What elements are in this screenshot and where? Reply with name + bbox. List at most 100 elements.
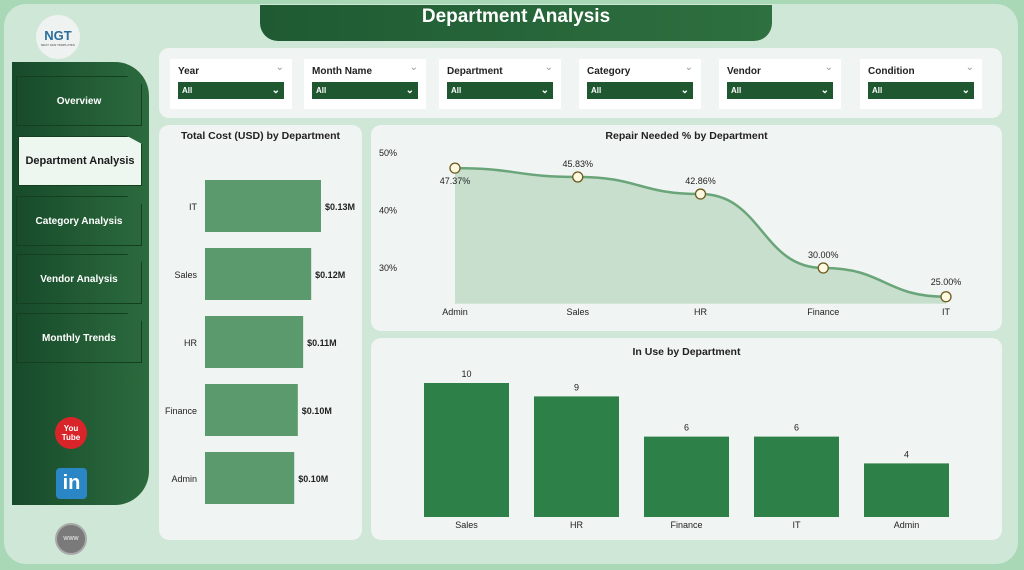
chevron-down-icon[interactable]: ⌄ [824,62,833,73]
x-tick-label: IT [793,520,802,530]
bar [205,384,298,436]
nav-category-analysis[interactable]: Category Analysis [16,196,142,246]
data-point [449,162,461,174]
data-label: $0.12M [315,270,345,280]
filter-dropdown[interactable]: All ⌄ [312,82,418,99]
bar [205,316,304,368]
filter-value: All [872,86,883,95]
chevron-down-icon[interactable]: ⌄ [684,62,693,73]
filter-year[interactable]: Year ⌄ All ⌄ [170,59,292,109]
y-tick-label: 50% [379,148,397,158]
filter-department[interactable]: Department ⌄ All ⌄ [439,59,561,109]
category-label: Sales [174,270,197,280]
nav-monthly-trends[interactable]: Monthly Trends [16,313,142,363]
nav-overview[interactable]: Overview [16,76,142,126]
filter-label: Month Name [312,66,372,77]
filter-value: All [451,86,462,95]
data-label: 4 [904,449,909,459]
x-tick-label: Finance [807,307,839,317]
data-label: 6 [794,423,799,433]
chevron-down-icon: ⌄ [271,85,280,96]
in-use-chart: 10 Sales 9 HR 6 Finance 6 IT 4 Admin [424,369,949,530]
data-label: 47.37% [440,176,471,186]
chart-title: Repair Needed % by Department [605,130,768,142]
data-label: 6 [684,423,689,433]
chevron-down-icon: ⌄ [540,85,549,96]
series-line [454,166,947,298]
filter-value: All [731,86,742,95]
data-label: $0.13M [325,202,355,212]
repair-chart: 50% 40% 30% 47.37% Admin 45.83% Sales 42.86% HR 3… [379,148,962,317]
chevron-down-icon: ⌄ [405,85,414,96]
chevron-down-icon[interactable]: ⌄ [965,62,974,73]
sidebar: Overview Department Analysis Category An… [12,62,149,505]
x-tick-label: Sales [455,520,478,530]
filter-dropdown[interactable]: All ⌄ [868,82,974,99]
x-tick-label: Sales [566,307,589,317]
y-tick-label: 30% [379,263,397,273]
youtube-icon[interactable]: You Tube [55,417,87,449]
data-point [572,171,584,183]
data-label: $0.10M [302,406,332,416]
total-cost-card: Total Cost (USD) by Department IT $0.13M S… [159,125,362,540]
filter-dropdown[interactable]: All ⌄ [178,82,284,99]
chart-title: Total Cost (USD) by Department [180,130,341,142]
x-tick-label: IT [942,307,951,317]
filter-condition[interactable]: Condition ⌄ All ⌄ [860,59,982,109]
bar [205,248,312,300]
filter-dropdown[interactable]: All ⌄ [447,82,553,99]
chevron-down-icon[interactable]: ⌄ [275,62,284,73]
data-label: $0.10M [298,474,328,484]
data-label: 25.00% [931,277,962,287]
data-label: 42.86% [685,176,716,186]
data-point [694,188,707,200]
total-cost-chart: IT $0.13M Sales $0.12M HR $0.11M Finance $0.10M… [165,180,355,504]
category-label: HR [184,338,197,348]
chevron-down-icon: ⌄ [680,85,689,96]
filter-label: Year [178,66,200,77]
filter-label: Vendor [727,66,761,77]
filter-label: Department [447,66,503,77]
y-tick-label: 40% [379,206,397,216]
data-label: 45.83% [562,159,593,169]
chevron-down-icon: ⌄ [961,85,970,96]
category-label: Finance [165,406,197,416]
filter-bar: Year ⌄ All ⌄ Month Name ⌄ All ⌄ Department ⌄ All ⌄ C… [159,48,1002,118]
data-label: 30.00% [808,250,839,260]
filter-month-name[interactable]: Month Name ⌄ All ⌄ [304,59,426,109]
in-use-card: In Use by Department 10 Sales 9 HR 6 Finance 6… [371,338,1002,540]
filter-dropdown[interactable]: All ⌄ [727,82,833,99]
bar [205,180,321,232]
data-point [817,262,829,274]
chevron-down-icon[interactable]: ⌄ [409,62,418,73]
filter-vendor[interactable]: Vendor ⌄ All ⌄ [719,59,841,109]
bar [534,396,619,517]
chevron-down-icon[interactable]: ⌄ [544,62,553,73]
filter-dropdown[interactable]: All ⌄ [587,82,693,99]
data-label: $0.11M [307,338,337,348]
nav-department-analysis[interactable]: Department Analysis [18,136,142,186]
filter-value: All [591,86,602,95]
linkedin-icon[interactable]: in [56,468,87,499]
data-label: 9 [574,382,579,392]
bar [754,436,839,517]
bar [864,463,949,517]
globe-icon[interactable]: www [55,523,87,555]
bar [205,452,295,504]
x-tick-label: HR [694,307,707,317]
repair-card: Repair Needed % by Department 50% 40% 30% 4… [371,125,1002,331]
x-tick-label: Admin [894,520,920,530]
nav-vendor-analysis[interactable]: Vendor Analysis [16,254,142,304]
bar [424,383,509,517]
x-tick-label: Finance [670,520,702,530]
category-label: Admin [171,474,197,484]
x-tick-label: HR [570,520,583,530]
logo: NGT NEXT GEN TEMPLATES [36,15,80,59]
chart-title: In Use by Department [632,346,741,358]
chevron-down-icon: ⌄ [820,85,829,96]
filter-label: Category [587,66,631,77]
data-point [940,291,952,303]
filter-value: All [182,86,193,95]
filter-category[interactable]: Category ⌄ All ⌄ [579,59,701,109]
filter-label: Condition [868,66,915,77]
